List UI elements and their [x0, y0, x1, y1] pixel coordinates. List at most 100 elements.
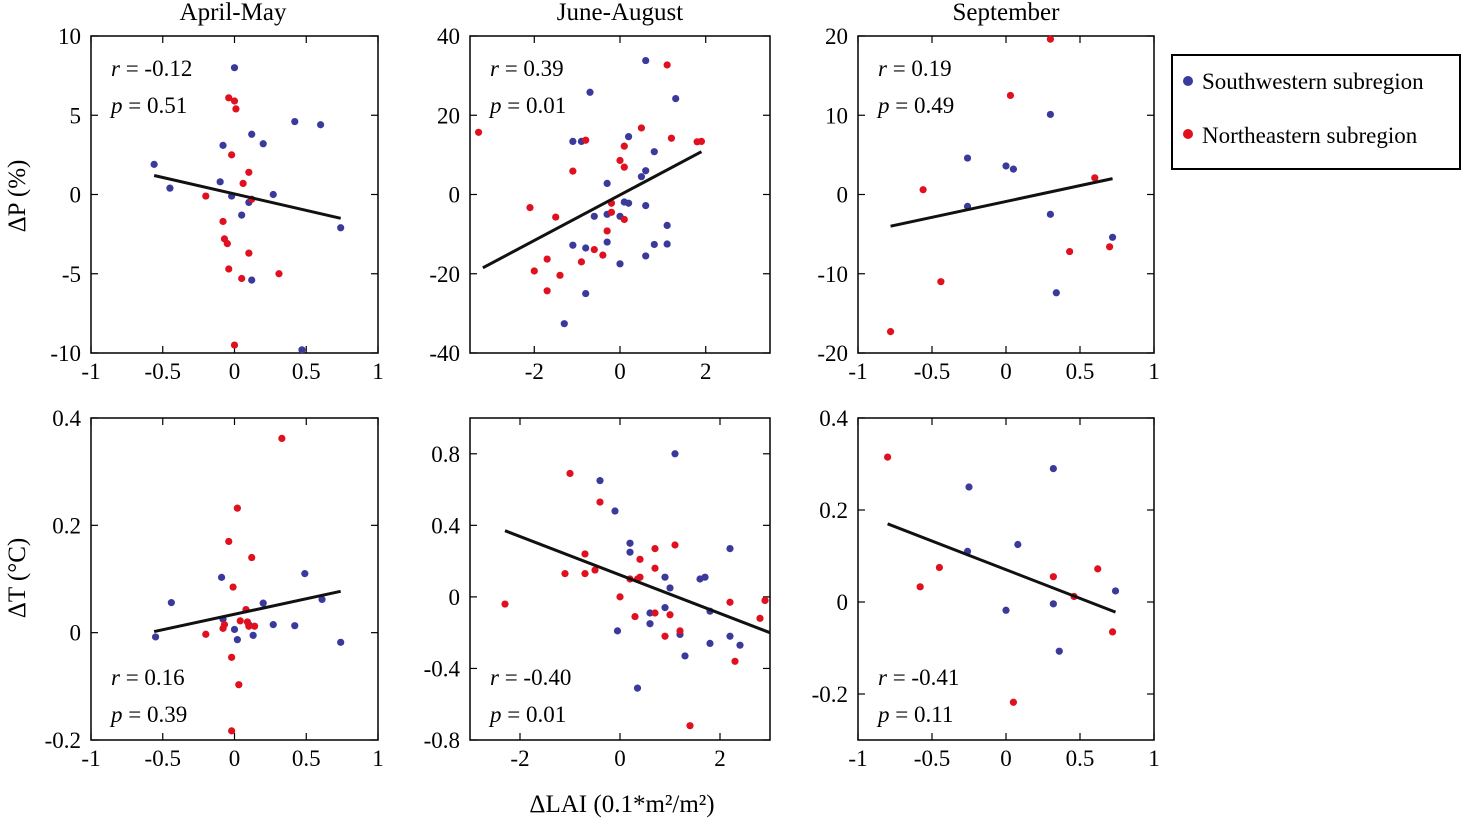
point-northeast [937, 278, 945, 286]
point-southwest [726, 632, 734, 640]
stat-p: p = 0.39 [109, 702, 187, 727]
title-april-may: April-May [180, 0, 287, 26]
point-northeast [278, 434, 286, 442]
x-tick-label: 0 [229, 359, 241, 384]
point-southwest [151, 633, 160, 641]
point-southwest [633, 684, 642, 692]
plot-frame [857, 35, 1155, 354]
point-southwest [291, 622, 299, 630]
point-northeast [248, 553, 256, 562]
panel-4: -1 -0.5 0 0.5 1 -0.2 0 0.2 0.4 r = 0.16 p = 0.39 [45, 406, 384, 771]
stat-r-symbol: r [878, 56, 888, 81]
panel-5: -2 0 2 -0.8 -0.4 0 0.4 0.8 r = -0.40 p = 0.01 [424, 417, 771, 771]
y-tick-label: 0.4 [52, 406, 81, 431]
legend-label-southwest: Southwestern subregion [1202, 69, 1424, 94]
point-northeast [756, 614, 764, 622]
point-northeast [561, 570, 569, 578]
regression-line [153, 589, 342, 634]
point-southwest [661, 604, 669, 612]
point-northeast [225, 265, 233, 273]
x-tick-label: 2 [700, 359, 712, 384]
point-northeast [543, 255, 551, 263]
stat-r: r = -0.41 [878, 665, 959, 690]
point-northeast [236, 617, 244, 625]
point-northeast [220, 621, 229, 629]
point-northeast [726, 598, 734, 606]
y-tick-label: 0 [837, 183, 849, 208]
x-tick-label: 0 [614, 359, 626, 384]
point-southwest [1108, 233, 1117, 241]
point-southwest [626, 548, 634, 556]
stat-r-value: = 0.16 [120, 665, 185, 690]
point-northeast [616, 593, 624, 601]
x-tick-label: -2 [510, 746, 529, 771]
stat-r: r = 0.39 [490, 56, 564, 81]
point-southwest [269, 621, 277, 629]
point-southwest [672, 95, 680, 103]
stat-p-value: = 0.11 [890, 702, 954, 727]
y-tick-label: 0.2 [819, 498, 848, 523]
point-northeast [636, 555, 644, 563]
y-tick-label: -20 [429, 262, 460, 287]
point-southwest [616, 260, 624, 268]
stat-r: r = -0.40 [490, 665, 571, 690]
panel-3: -1 -0.5 0 0.5 1 -20 -10 0 10 20 r = 0.19 p = 0.49 [817, 24, 1159, 384]
plot-frame [469, 417, 771, 741]
regression-line [153, 174, 342, 220]
point-northeast [884, 453, 892, 461]
point-northeast [1108, 628, 1117, 636]
point-southwest [167, 599, 175, 607]
point-northeast [663, 61, 671, 69]
regression-line [482, 150, 703, 270]
point-northeast [620, 163, 628, 171]
y-tick-label: 0.4 [819, 406, 848, 431]
point-northeast [225, 537, 233, 546]
x-tick-label: -0.5 [914, 746, 950, 771]
point-southwest [663, 240, 671, 248]
point-northeast [919, 186, 927, 194]
x-tick-label: 1 [1148, 746, 1160, 771]
plot-frame [857, 417, 1155, 741]
point-southwest [642, 56, 650, 65]
point-northeast [935, 563, 944, 572]
title-september: September [953, 0, 1061, 26]
point-southwest [586, 88, 594, 96]
point-northeast [238, 274, 246, 283]
point-southwest [650, 148, 658, 156]
x-tick-label: 0 [229, 746, 241, 771]
point-northeast [577, 258, 586, 266]
point-northeast [569, 167, 577, 175]
point-northeast [230, 341, 239, 349]
point-northeast [607, 208, 616, 216]
point-northeast [245, 249, 253, 257]
x-tick-label: -0.5 [145, 359, 181, 384]
point-northeast [543, 287, 551, 295]
stat-p-symbol: p [876, 702, 890, 727]
stat-p-symbol: p [876, 93, 890, 118]
point-southwest [291, 117, 299, 126]
point-southwest [620, 198, 628, 206]
x-tick-label: -1 [848, 359, 867, 384]
stat-p-symbol: p [109, 702, 123, 727]
point-southwest [219, 141, 227, 149]
point-southwest [582, 244, 590, 252]
point-southwest [642, 167, 650, 175]
point-northeast [599, 251, 607, 259]
x-tick-label: 0 [614, 746, 626, 771]
stat-r-value: = 0.19 [887, 56, 952, 81]
point-northeast [228, 151, 236, 159]
point-southwest [701, 573, 709, 581]
x-tick-label: 1 [1148, 359, 1160, 384]
point-southwest [569, 241, 577, 249]
x-tick-label: -1 [81, 359, 100, 384]
regression-line [504, 529, 771, 635]
y-tick-label: 20 [437, 103, 460, 128]
point-southwest [298, 346, 306, 354]
point-southwest [650, 240, 658, 249]
x-tick-label: 0.5 [292, 746, 321, 771]
point-southwest [337, 224, 345, 232]
point-northeast [202, 630, 210, 638]
point-southwest [681, 652, 689, 660]
